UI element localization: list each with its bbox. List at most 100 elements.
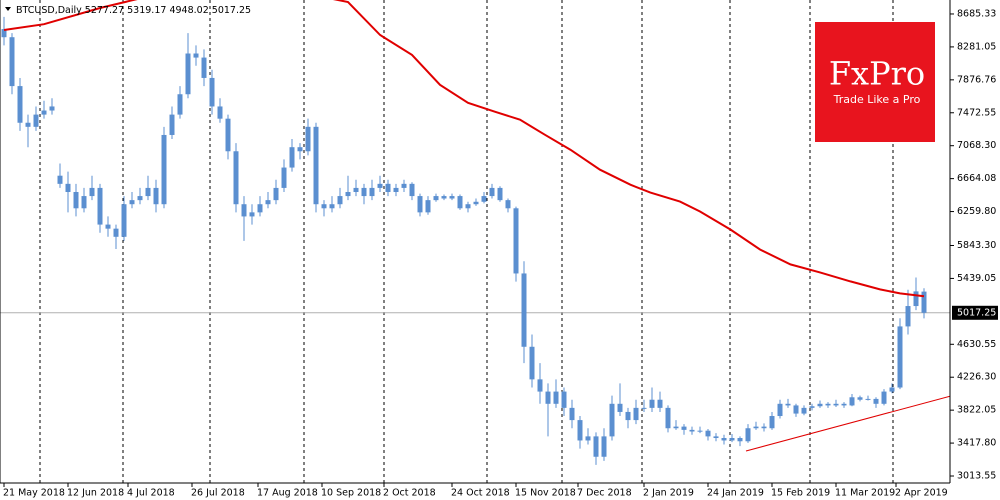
- candle-body: [897, 326, 903, 388]
- y-tick-label: 7472.55: [957, 107, 996, 118]
- y-tick-label: 8685.33: [957, 8, 996, 19]
- candle-body: [201, 57, 207, 78]
- y-tick-label: 3822.05: [957, 405, 996, 416]
- candle-body: [305, 126, 311, 152]
- logo-brand: FxPro: [829, 55, 925, 93]
- candle-body: [289, 147, 295, 168]
- price-label-box: [952, 305, 998, 320]
- candle-body: [921, 291, 927, 313]
- x-tick-label: 11 Mar 2019: [835, 488, 895, 499]
- candle-body: [137, 196, 143, 201]
- candle-body: [793, 405, 799, 414]
- candle-body: [489, 187, 495, 197]
- candle-body: [33, 114, 39, 127]
- candle-body: [905, 306, 911, 327]
- candle-body: [209, 77, 215, 107]
- candle-body: [513, 208, 519, 274]
- candle-body: [129, 200, 135, 205]
- candle-body: [161, 134, 167, 205]
- candle-body: [273, 187, 279, 201]
- candle-body: [729, 438, 735, 441]
- y-tick-label: 4630.55: [957, 339, 996, 350]
- candle-body: [913, 291, 919, 307]
- y-tick-label: 8281.05: [957, 41, 996, 52]
- candle-body: [449, 196, 455, 199]
- candle-body: [745, 428, 751, 442]
- candle-body: [369, 187, 375, 197]
- x-tick-label: 10 Sep 2018: [321, 488, 381, 499]
- logo-box: [815, 22, 935, 142]
- candle-body: [169, 114, 175, 135]
- candle-body: [809, 406, 815, 408]
- header: BTCUSD,Daily 5277.27 5319.17 4948.02 501…: [16, 5, 251, 16]
- candle-body: [425, 200, 431, 213]
- candle-body: [217, 106, 223, 119]
- candle-body: [561, 391, 567, 408]
- candle-body: [601, 436, 607, 457]
- candle-body: [65, 183, 71, 192]
- candle-body: [633, 407, 639, 421]
- candle-body: [721, 438, 727, 441]
- y-tick-label: 6259.80: [957, 206, 996, 217]
- candle-body: [545, 391, 551, 404]
- plot-area: [0, 0, 950, 465]
- candle-body: [257, 204, 263, 213]
- candle-body: [249, 212, 255, 217]
- x-tick-label: 4 Jul 2018: [127, 488, 175, 499]
- candle-body: [849, 397, 855, 406]
- candle-body: [593, 436, 599, 457]
- y-tick-label: 3013.55: [957, 471, 996, 482]
- candle-body: [713, 436, 719, 439]
- candle-body: [49, 106, 55, 111]
- candle-body: [889, 387, 895, 392]
- candle-body: [329, 204, 335, 209]
- candle-body: [297, 147, 303, 152]
- y-tick-label: 3417.80: [957, 438, 996, 449]
- x-tick-label: 26 Jul 2018: [191, 488, 245, 499]
- candle-body: [385, 183, 391, 192]
- y-tick-label: 5843.30: [957, 240, 996, 251]
- x-tick-label: 17 Aug 2018: [257, 488, 318, 499]
- candle-body: [81, 196, 87, 209]
- last-close: 5017.25: [212, 5, 251, 16]
- candle-body: [681, 426, 687, 430]
- candle-body: [265, 200, 271, 205]
- candle-body: [457, 196, 463, 209]
- candle-body: [113, 228, 119, 237]
- x-tick-label: 24 Oct 2018: [451, 488, 510, 499]
- candle-body: [361, 187, 367, 197]
- candle-body: [73, 191, 79, 209]
- menu-arrow: [5, 7, 11, 11]
- y-tick-label: 7068.30: [957, 140, 996, 151]
- last-high: 5319.17: [127, 5, 166, 16]
- candle-body: [585, 436, 591, 441]
- candle-body: [337, 196, 343, 205]
- candle-body: [177, 94, 183, 115]
- last-open: 5277.27: [85, 5, 124, 16]
- candle-body: [825, 403, 831, 406]
- candle-body: [225, 118, 231, 152]
- candle-body: [41, 110, 47, 115]
- candle-body: [377, 183, 383, 188]
- candle-body: [769, 416, 775, 429]
- candle-body: [89, 187, 95, 197]
- candle-body: [57, 175, 63, 184]
- candle-body: [737, 438, 743, 442]
- candle-body: [433, 196, 439, 201]
- candle-body: [577, 420, 583, 441]
- price-label: 5017.25: [957, 307, 996, 318]
- last-low: 4948.02: [169, 5, 208, 16]
- candle-body: [553, 391, 559, 404]
- candle-body: [473, 201, 479, 205]
- candle-body: [241, 204, 247, 217]
- x-tick-label: 12 Jun 2018: [67, 488, 124, 499]
- candle-body: [617, 403, 623, 412]
- x-tick-label: 21 May 2018: [3, 488, 65, 499]
- candle-body: [409, 183, 415, 197]
- candle-body: [753, 426, 759, 429]
- x-tick-label: 2 Apr 2019: [895, 488, 948, 499]
- candle-body: [25, 122, 31, 127]
- candle-body: [521, 273, 527, 347]
